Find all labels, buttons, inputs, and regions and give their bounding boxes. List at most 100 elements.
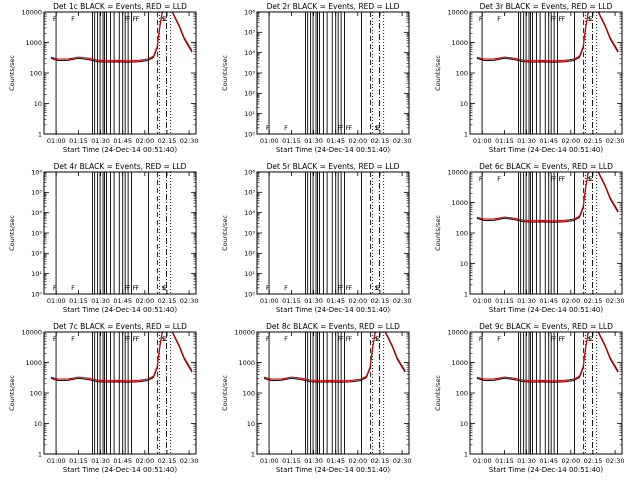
x-tick-label: 01:30	[517, 137, 536, 145]
flag-marker: F	[136, 284, 140, 292]
x-tick-label: 01:00	[260, 137, 279, 145]
y-tick-label: 10000	[447, 168, 468, 176]
y-tick-label: 10000	[21, 8, 42, 16]
panel-title: Det 5r BLACK = Events, RED = LLD	[267, 162, 400, 171]
y-axis-label: Counts/sec	[434, 55, 442, 91]
x-tick-label: 01:30	[517, 457, 536, 465]
flag-marker: F	[559, 15, 563, 23]
y-axis-label: Counts/sec	[8, 215, 16, 251]
x-tick-label: 02:30	[393, 297, 412, 305]
flag-marker: F	[124, 284, 128, 292]
flag-marker: S	[375, 284, 379, 292]
x-tick-label: 01:30	[517, 297, 536, 305]
flag-marker: F	[340, 124, 344, 132]
x-tick-label: 01:30	[91, 457, 110, 465]
flag-marker: F	[127, 15, 131, 23]
x-tick-label: 01:30	[91, 297, 110, 305]
y-tick-label: 10000	[21, 328, 42, 336]
y-tick-label: 1	[464, 130, 468, 138]
x-axis-label: Start Time (24-Dec-14 00:51:40)	[489, 146, 603, 154]
x-tick-label: 01:45	[326, 297, 345, 305]
flag-marker: F	[53, 15, 57, 23]
y-tick-label: 10¹	[244, 110, 255, 118]
flag-marker: E	[589, 175, 593, 183]
y-tick-label: 10000	[447, 328, 468, 336]
flag-marker: F	[266, 335, 270, 343]
y-axis-label: Counts/sec	[434, 215, 442, 251]
flag-marker: E	[376, 335, 380, 343]
x-tick-label: 01:15	[495, 297, 514, 305]
x-tick-label: 02:15	[371, 297, 390, 305]
y-tick-label: 1000	[25, 39, 42, 47]
y-tick-label: 10³	[244, 69, 255, 77]
flag-marker: F	[497, 335, 501, 343]
series-lld-line	[50, 12, 193, 62]
x-tick-label: 01:00	[473, 457, 492, 465]
flag-marker: F	[127, 284, 131, 292]
y-tick-label: 1000	[238, 359, 255, 367]
y-tick-label: 100	[456, 229, 468, 237]
flag-marker: S	[162, 284, 166, 292]
y-tick-label: 100	[456, 69, 468, 77]
x-tick-label: 01:00	[47, 297, 66, 305]
flag-marker: F	[340, 284, 344, 292]
panel-title: Det 3r BLACK = Events, RED = LLD	[480, 2, 613, 11]
flag-marker: E	[376, 124, 380, 132]
x-tick-label: 02:00	[135, 457, 154, 465]
flag-marker: E	[589, 335, 593, 343]
flag-marker: S	[162, 335, 166, 343]
x-tick-label: 01:15	[69, 297, 88, 305]
x-tick-label: 02:15	[584, 457, 603, 465]
y-tick-label: 10⁰	[244, 130, 255, 138]
y-tick-label: 1000	[451, 39, 468, 47]
x-axis-label: Start Time (24-Dec-14 00:51:40)	[63, 146, 177, 154]
y-tick-label: 10²	[244, 250, 255, 258]
flag-marker: F	[553, 335, 557, 343]
y-tick-label: 10³	[244, 229, 255, 237]
y-tick-label: 10²	[31, 250, 42, 258]
flag-marker: E	[163, 15, 167, 23]
x-tick-label: 01:15	[282, 457, 301, 465]
y-tick-label: 1000	[451, 359, 468, 367]
y-tick-label: 1000	[25, 359, 42, 367]
y-tick-label: 10⁴	[244, 49, 255, 57]
flag-marker: F	[124, 335, 128, 343]
plot-area: F F FF F F SE	[50, 332, 193, 454]
flag-marker: F	[349, 335, 353, 343]
y-tick-label: 100	[456, 389, 468, 397]
plot-area: F F FF F F SE	[50, 12, 193, 134]
flag-marker: E	[163, 284, 167, 292]
x-tick-label: 01:00	[47, 137, 66, 145]
flag-marker: F	[53, 284, 57, 292]
x-tick-label: 02:00	[135, 137, 154, 145]
y-tick-label: 1	[464, 290, 468, 298]
y-tick-label: 10⁶	[31, 168, 42, 176]
flag-marker: F	[479, 335, 483, 343]
x-tick-label: 02:30	[180, 297, 199, 305]
y-tick-label: 10¹	[31, 270, 42, 278]
x-tick-label: 01:45	[113, 137, 132, 145]
flag-marker: F	[71, 284, 75, 292]
x-tick-label: 02:00	[348, 457, 367, 465]
y-tick-label: 10³	[31, 229, 42, 237]
series-lld-line	[476, 332, 619, 382]
x-tick-label: 02:00	[348, 297, 367, 305]
plot-area: F F FF F F SE	[53, 172, 172, 294]
y-tick-label: 1	[38, 130, 42, 138]
x-tick-label: 02:30	[606, 297, 625, 305]
y-tick-label: 10⁴	[244, 209, 255, 217]
panel-title: Det 2r BLACK = Events, RED = LLD	[267, 2, 400, 11]
flag-marker: F	[346, 124, 350, 132]
x-tick-label: 01:00	[473, 137, 492, 145]
flag-marker: E	[163, 335, 167, 343]
y-tick-label: 10⁴	[31, 209, 42, 217]
x-tick-label: 02:15	[584, 137, 603, 145]
flag-marker: F	[562, 175, 566, 183]
plot-area: F F FF F F SE	[263, 332, 406, 454]
y-axis-label: Counts/sec	[221, 375, 229, 411]
x-tick-label: 01:00	[47, 457, 66, 465]
flag-marker: E	[589, 15, 593, 23]
